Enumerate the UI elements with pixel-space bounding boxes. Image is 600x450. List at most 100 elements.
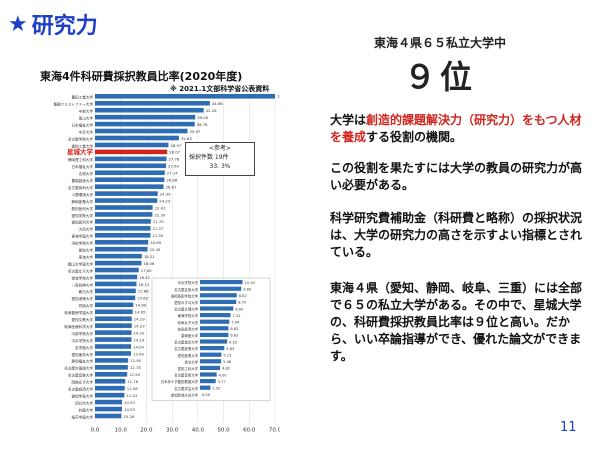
bar-label: 中部学院大学 [71, 331, 93, 336]
bar [95, 163, 167, 169]
inset-bar-value-label: 9.89 [243, 288, 252, 292]
bar-value-label: 18.06 [143, 261, 154, 266]
inset-bar-label: 名古屋芸術大学 [174, 287, 198, 292]
bar [95, 330, 132, 335]
inset-bar-value-label: 10.20 [245, 281, 256, 285]
paragraph-role-c: する役割の機関。 [366, 130, 463, 144]
inset-bar-label: 名古屋造形大学 [174, 340, 198, 345]
bar [95, 406, 123, 412]
bar [95, 302, 134, 308]
bar-value-label: 21.57 [152, 226, 163, 231]
page-number: 11 [560, 420, 577, 435]
paragraph-tokai: 東海４県（愛知、静岡、岐阜、三重）には全部で６５の私立大学がある。その中で、星城… [330, 281, 583, 363]
chart-title: 東海4件科研費採択教員比率(2020年度) [40, 70, 243, 83]
inset-bar-label: 名古屋学芸大学 [174, 386, 198, 391]
bar-label: 桜花学園大学 [71, 414, 93, 419]
bar-label: 岡崎女子大学 [71, 380, 93, 385]
bar-label: 愛知学泉大学 [71, 393, 93, 398]
bar-label: 聖隷クリストファー大学 [53, 102, 93, 107]
bar-label: 同朋大学 [79, 303, 94, 308]
inset-bar-label: 愛知新城大谷大学 [171, 392, 199, 397]
inset-bar [200, 319, 230, 324]
inset-bar-label: 岐阜経済大学 [178, 326, 199, 331]
x-tick-label: 30.0 [166, 428, 179, 434]
bar-value-label: 24.39 [160, 191, 171, 196]
bar-label: 鈴鹿大学 [79, 407, 94, 412]
bar-value-label: 22.30 [154, 212, 165, 217]
bar-value-label: 12.90 [130, 358, 141, 363]
bar-label: 朝日大学 [79, 289, 94, 294]
bar-value-label: 16.13 [138, 282, 149, 287]
bar-label: 大同大学 [79, 227, 94, 232]
inset-bar [200, 352, 222, 357]
inset-bar [200, 346, 225, 351]
inset-bar-value-label: 3.77 [218, 380, 226, 384]
bar [95, 212, 153, 217]
inset-bar-value-label: 5.13 [223, 354, 231, 358]
bar [95, 107, 204, 113]
reference-count: 採択件数 19件 [189, 154, 229, 161]
bar [95, 191, 158, 196]
bar-value-label: 20.69 [150, 240, 161, 245]
bar [95, 337, 132, 342]
bar [95, 100, 210, 106]
bar [95, 128, 188, 134]
bar [95, 288, 136, 294]
bar [95, 142, 169, 148]
bar-value-label: 27.63 [168, 164, 179, 169]
bar-label: 金城学院大学 [71, 275, 93, 280]
inset-bar-value-label: 8.70 [238, 301, 247, 305]
bar-label: 豊田工業大学 [71, 95, 93, 100]
bar-label: 南山大学 [79, 115, 94, 120]
bar-value-label: 14.19 [133, 337, 144, 342]
inset-bar [200, 299, 237, 304]
bar [95, 281, 137, 287]
bar-label: 椙山女学園大学 [68, 261, 94, 266]
bar-value-label: 14.04 [133, 344, 144, 349]
x-tick-label: 0.0 [91, 428, 100, 434]
bar-value-label: 15.86 [138, 289, 149, 294]
bar-value-label: 21.55 [152, 233, 163, 238]
inset-bar-label: 名古屋産業大学 [174, 346, 198, 351]
bar-label: 静岡産業大学 [71, 199, 93, 204]
inset-bar-value-label: 8.00 [235, 307, 244, 311]
bar-value-label: 28.07 [169, 150, 180, 155]
bar-value-label: 24.23 [159, 198, 170, 203]
bar-value-label: 39.00 [197, 115, 208, 120]
bar-value-label: 10.53 [124, 400, 135, 405]
bar [95, 295, 136, 301]
bar-label: 日本福祉大学 [71, 164, 93, 169]
bar-chart: 0.0 10.0 20.0 30.0 40.0 50.0 60.0 70.0 豊田工業大学 72.… [53, 94, 280, 434]
bar-label: 中京学院大学 [71, 338, 93, 343]
bar [95, 135, 179, 141]
x-tick-label: 10.0 [115, 428, 128, 434]
bar-label: 至学館大学 [75, 345, 93, 350]
bar-label: 四日市大学 [75, 400, 93, 405]
bar [95, 260, 142, 266]
bar-value-label: 16.42 [139, 275, 150, 280]
inset-bar-label: 静岡英和学院大学 [171, 293, 199, 298]
inset-bar-value-label: 5.08 [223, 360, 232, 364]
bar-label: 岐阜医療科学大学 [64, 324, 93, 329]
bar-label: 愛知工業大学 [71, 143, 93, 148]
inset-bar-value-label: 6.82 [230, 334, 238, 338]
slide-heading: ★ 研究力 [8, 8, 98, 40]
bar-label: 藤田医科大学 [71, 206, 93, 211]
inset-bar-value-label: 2.50 [212, 387, 221, 391]
inset-bar-label: 名古屋文理大学 [174, 307, 198, 312]
bar-value-label: 11.43 [126, 393, 137, 398]
bar [95, 205, 153, 210]
bar-value-label: 14.29 [134, 323, 145, 328]
inset-bar-label: 愛知みずほ大学 [174, 300, 198, 305]
bar-value-label: 11.76 [127, 379, 138, 384]
bar-label: 名古屋商科大学 [68, 185, 94, 190]
bar [95, 358, 129, 363]
bar [95, 399, 123, 405]
bar [95, 233, 151, 238]
x-tick-label: 40.0 [192, 428, 205, 434]
star-icon: ★ [8, 11, 28, 37]
bar-highlight [95, 149, 168, 155]
bar-value-label: 28.57 [170, 143, 181, 148]
bar [95, 378, 126, 384]
inset-bar-label: 皇學館大学 [181, 333, 199, 338]
